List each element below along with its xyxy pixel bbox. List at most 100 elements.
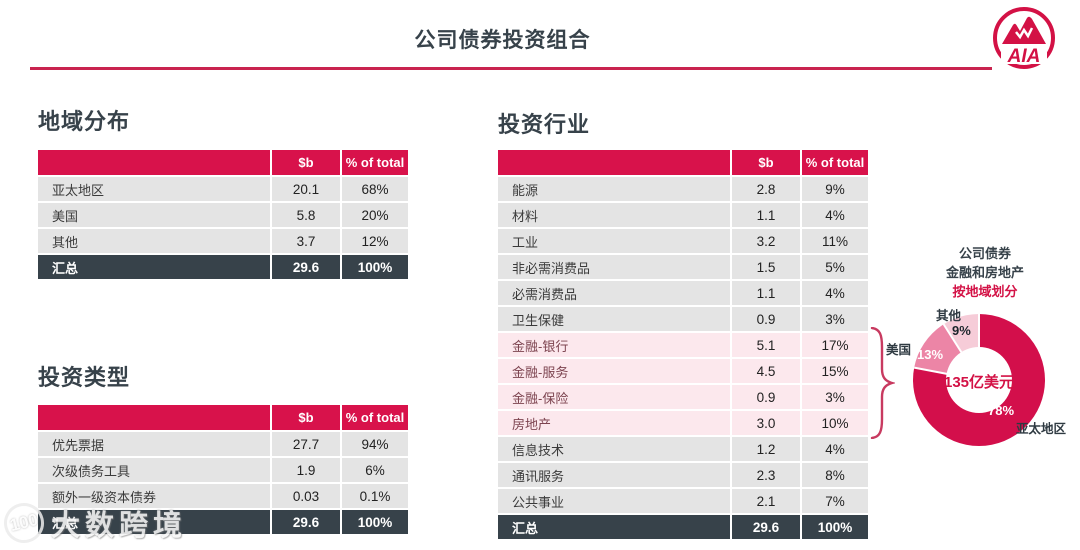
- watermark-badge: 100: [0, 498, 49, 548]
- table-row: 信息技术 1.2 4%: [498, 437, 868, 461]
- row-label: 亚太地区: [38, 177, 270, 201]
- row-label: 必需消费品: [498, 281, 730, 305]
- section-title-type: 投资类型: [38, 365, 131, 390]
- table-row: 必需消费品 1.1 4%: [498, 281, 868, 305]
- row-pct: 100%: [802, 515, 868, 539]
- row-pct: 15%: [802, 359, 868, 383]
- row-value: 3.7: [272, 229, 340, 253]
- row-value: 0.03: [272, 484, 340, 508]
- row-label: 非必需消费品: [498, 255, 730, 279]
- row-value: 2.8: [732, 177, 800, 201]
- row-label: 材料: [498, 203, 730, 227]
- donut-hole: [946, 347, 1012, 413]
- row-value: 1.2: [732, 437, 800, 461]
- table-row: 金融-银行 5.1 17%: [498, 333, 868, 357]
- row-label: [38, 150, 270, 175]
- row-label: 汇总: [498, 515, 730, 539]
- type-table: $b% of total 优先票据 27.7 94% 次级债务工具 1.9 6% 额外一级资本…: [38, 405, 408, 536]
- row-pct: 10%: [802, 411, 868, 435]
- donut-pct-apac: 78%: [988, 403, 1015, 418]
- region-table: $b% of total 亚太地区 20.1 68% 美国 5.8 20% 其他 3.7 12% 汇…: [38, 150, 408, 281]
- table-row: 亚太地区 20.1 68%: [38, 177, 408, 201]
- row-label: 金融-保险: [498, 385, 730, 409]
- row-label: [38, 405, 270, 430]
- row-label: 房地产: [498, 411, 730, 435]
- row-pct: 12%: [342, 229, 408, 253]
- table-row: 卫生保健 0.9 3%: [498, 307, 868, 331]
- table-row: 非必需消费品 1.5 5%: [498, 255, 868, 279]
- donut-pct-other: 9%: [952, 323, 971, 338]
- row-label: [498, 150, 730, 175]
- row-value: 1.9: [272, 458, 340, 482]
- donut-title-line1: 公司债券: [958, 246, 1011, 261]
- table-row: 材料 1.1 4%: [498, 203, 868, 227]
- table-row: 额外一级资本债券 0.03 0.1%: [38, 484, 408, 508]
- donut-pct-us: 13%: [917, 347, 944, 362]
- row-label: 次级债务工具: [38, 458, 270, 482]
- row-label: 汇总: [38, 510, 270, 534]
- row-value: 2.3: [732, 463, 800, 487]
- row-pct: 9%: [802, 177, 868, 201]
- table-total-row: 汇总 29.6 100%: [498, 515, 868, 539]
- table-row: 公共事业 2.1 7%: [498, 489, 868, 513]
- row-pct: 6%: [342, 458, 408, 482]
- row-value: 0.9: [732, 307, 800, 331]
- row-value: 20.1: [272, 177, 340, 201]
- svg-text:AIA: AIA: [1007, 46, 1041, 67]
- table-row: 优先票据 27.7 94%: [38, 432, 408, 456]
- table-row: 金融-服务 4.5 15%: [498, 359, 868, 383]
- row-pct: 94%: [342, 432, 408, 456]
- row-value: 3.2: [732, 229, 800, 253]
- table-total-row: 汇总 29.6 100%: [38, 255, 408, 279]
- row-label: 美国: [38, 203, 270, 227]
- title-underline: [30, 67, 992, 70]
- donut-title-line2: 金融和房地产: [945, 265, 1024, 280]
- row-value: 1.5: [732, 255, 800, 279]
- row-value: 4.5: [732, 359, 800, 383]
- row-label: 公共事业: [498, 489, 730, 513]
- row-value: $b: [732, 150, 800, 175]
- row-pct: % of total: [342, 150, 408, 175]
- row-label: 信息技术: [498, 437, 730, 461]
- row-pct: % of total: [342, 405, 408, 430]
- row-pct: 8%: [802, 463, 868, 487]
- table-row: 工业 3.2 11%: [498, 229, 868, 253]
- curly-brace: [869, 326, 897, 444]
- table-header-row: $b% of total: [38, 150, 408, 175]
- row-value: 27.7: [272, 432, 340, 456]
- row-value: 1.1: [732, 203, 800, 227]
- aia-logo-icon: AIA: [990, 4, 1058, 81]
- row-pct: 11%: [802, 229, 868, 253]
- section-title-region: 地域分布: [38, 109, 131, 134]
- table-row: 美国 5.8 20%: [38, 203, 408, 227]
- row-value: 5.8: [272, 203, 340, 227]
- row-label: 额外一级资本债券: [38, 484, 270, 508]
- industry-table: $b% of total 能源 2.8 9% 材料 1.1 4% 工业 3.2 11% 非必需消费品…: [498, 150, 868, 541]
- row-value: 1.1: [732, 281, 800, 305]
- donut-label-us: 美国: [886, 343, 912, 357]
- row-value: 29.6: [732, 515, 800, 539]
- table-row: 通讯服务 2.3 8%: [498, 463, 868, 487]
- row-label: 金融-服务: [498, 359, 730, 383]
- page-title: 公司债券投资组合: [414, 29, 591, 52]
- row-pct: 5%: [802, 255, 868, 279]
- row-pct: 4%: [802, 203, 868, 227]
- row-label: 卫生保健: [498, 307, 730, 331]
- row-pct: 4%: [802, 437, 868, 461]
- row-pct: % of total: [802, 150, 868, 175]
- watermark-text: 大数跨境: [51, 510, 188, 542]
- row-label: 通讯服务: [498, 463, 730, 487]
- row-value: 5.1: [732, 333, 800, 357]
- table-total-row: 汇总 29.6 100%: [38, 510, 408, 534]
- row-value: $b: [272, 405, 340, 430]
- donut-label-apac: 亚太地区: [1016, 422, 1067, 436]
- row-value: $b: [272, 150, 340, 175]
- table-row: 次级债务工具 1.9 6%: [38, 458, 408, 482]
- row-pct: 20%: [342, 203, 408, 227]
- table-row: 房地产 3.0 10%: [498, 411, 868, 435]
- table-row: 金融-保险 0.9 3%: [498, 385, 868, 409]
- row-value: 29.6: [272, 510, 340, 534]
- row-pct: 100%: [342, 510, 408, 534]
- donut-title: 公司债券 金融和房地产 按地域划分: [905, 244, 1065, 301]
